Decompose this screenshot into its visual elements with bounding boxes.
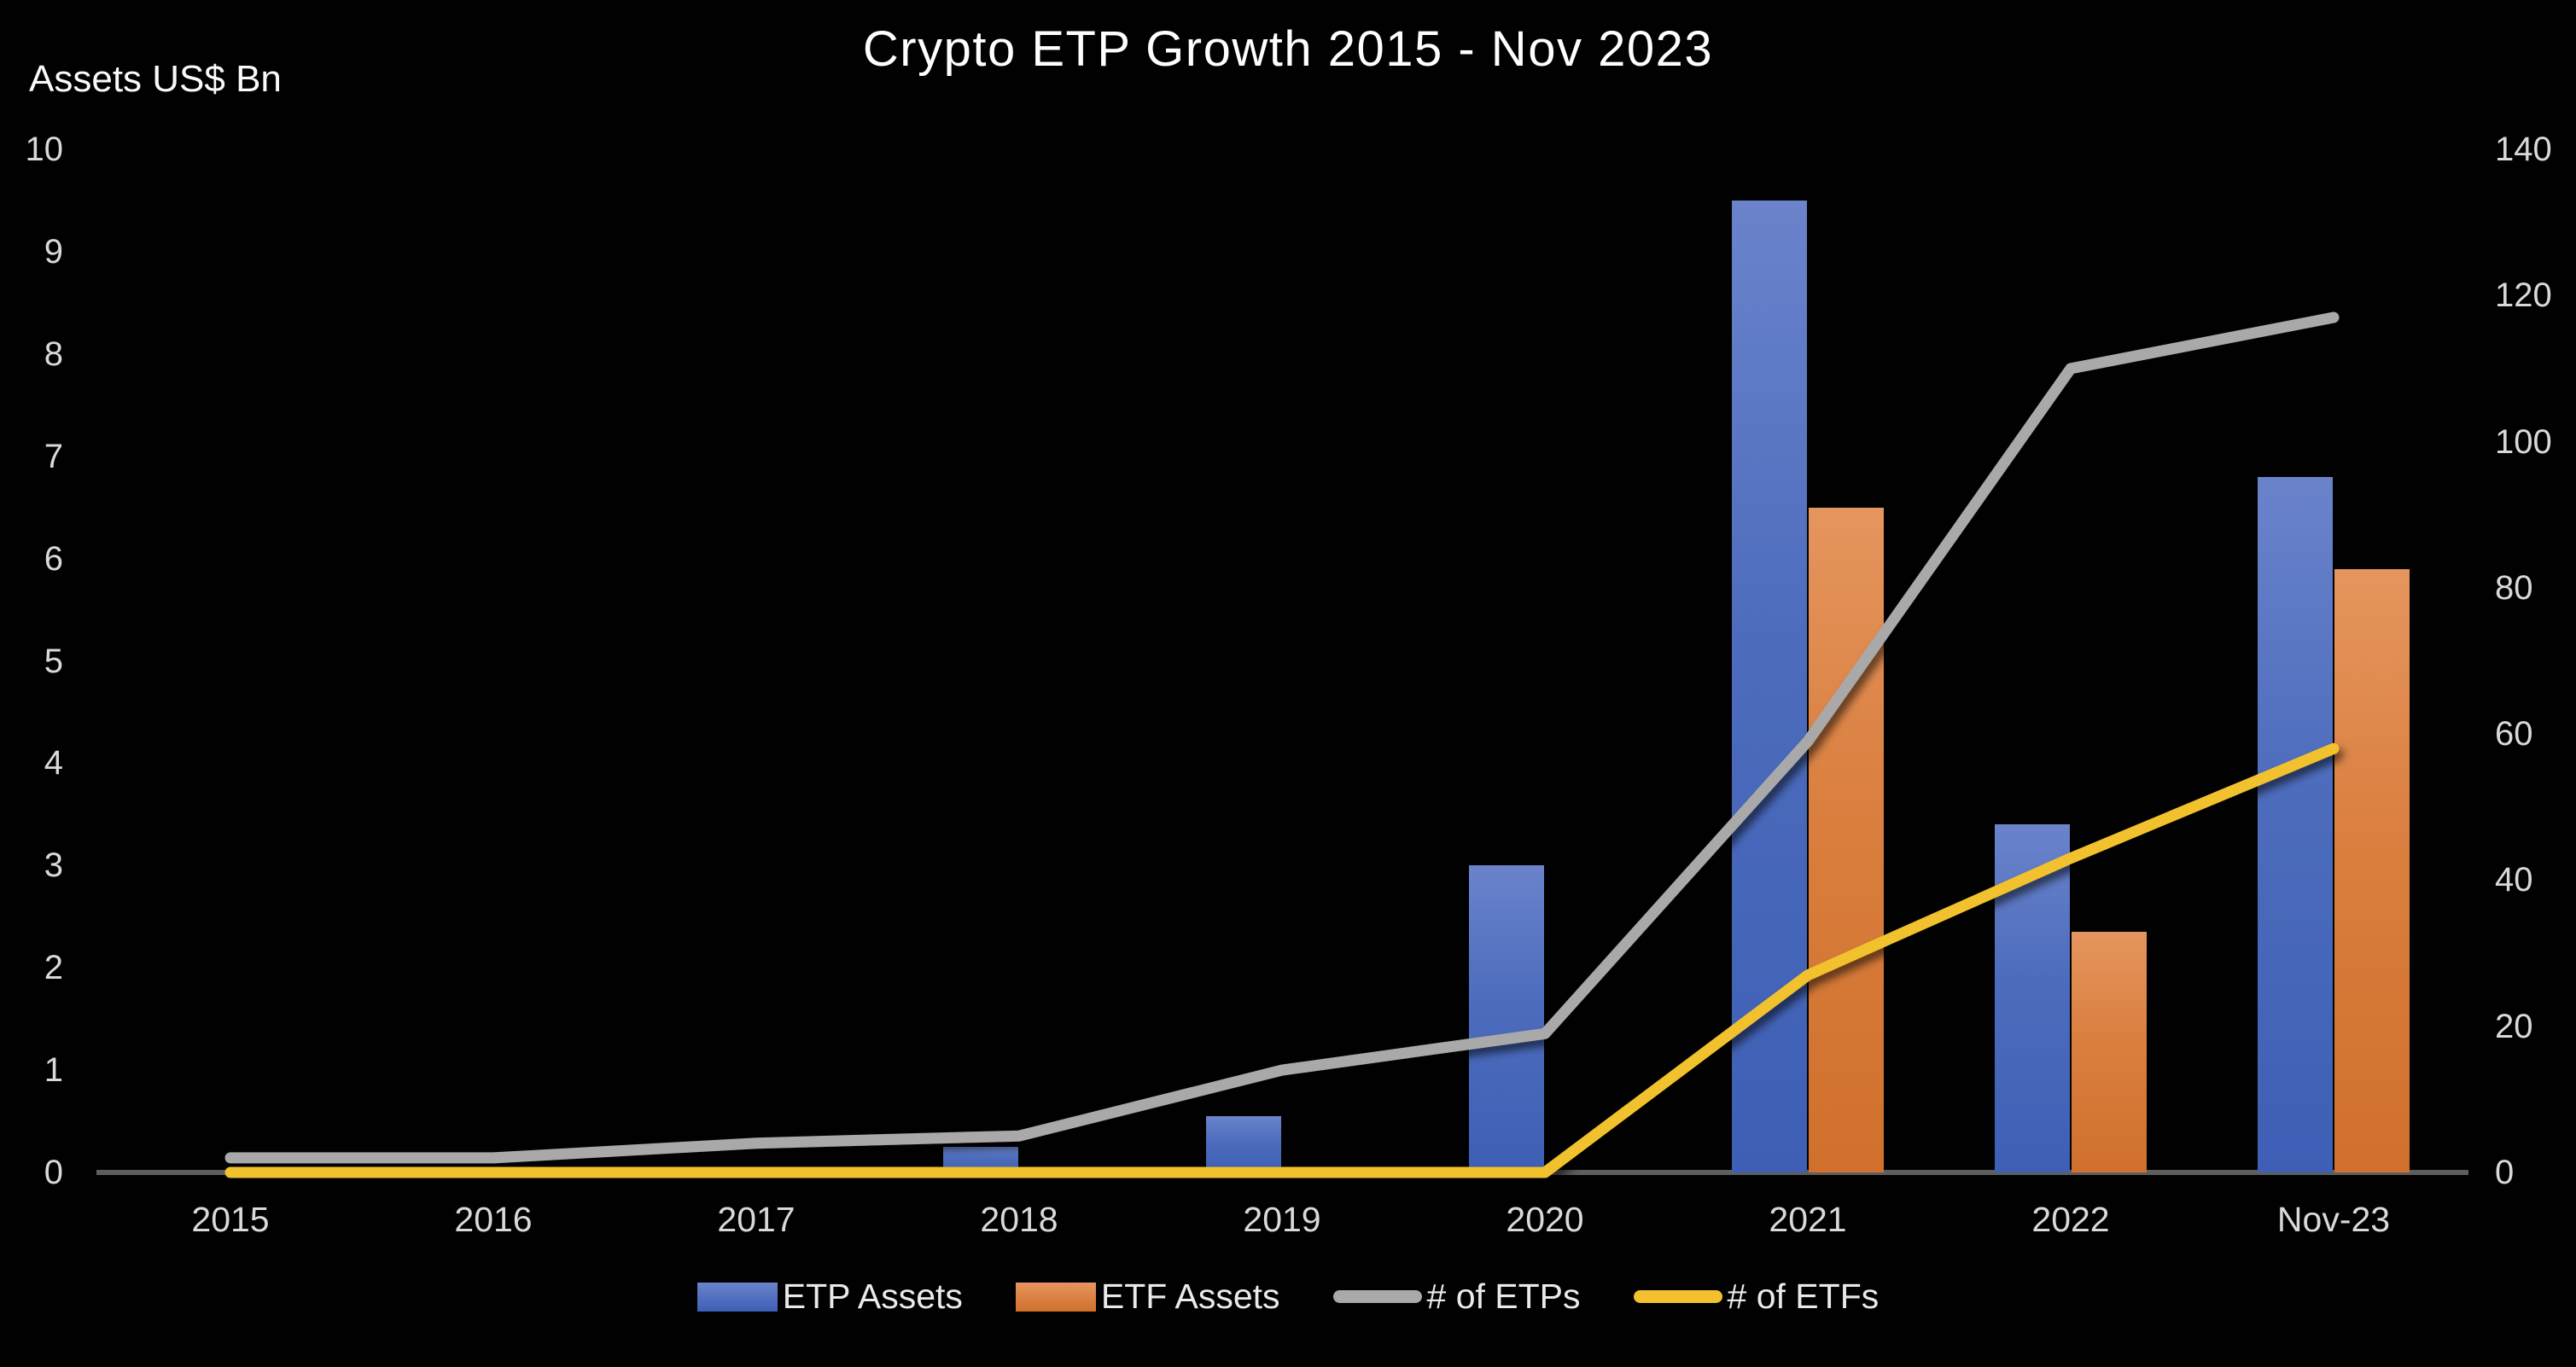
x-axis-label: Nov-23: [2276, 1200, 2391, 1239]
left-axis-tick: 10: [25, 131, 64, 168]
legend-bar-swatch-icon: [1015, 1282, 1096, 1312]
etf-assets-bar-Nov-23: [2334, 568, 2410, 1172]
legend-line-swatch-icon: [1633, 1290, 1722, 1303]
etf-assets-bar-2021: [1809, 507, 1884, 1172]
legend-label: ETF Assets: [1100, 1277, 1280, 1316]
legend-label: # of ETPs: [1426, 1277, 1581, 1316]
left-axis-tick: 2: [44, 949, 63, 987]
left-axis-tick: 7: [44, 437, 63, 475]
x-axis-label: 2022: [2031, 1200, 2110, 1239]
x-axis-label: 2015: [191, 1200, 270, 1239]
-of-etps-line: [224, 311, 2340, 1164]
right-axis-tick: 80: [2495, 568, 2533, 607]
left-axis-tick: 0: [44, 1154, 63, 1191]
right-axis-tick: 140: [2495, 131, 2552, 168]
x-axis-label: 2021: [1769, 1200, 1847, 1239]
right-axis-tick: 120: [2495, 276, 2552, 315]
x-axis-label: 2017: [717, 1200, 796, 1239]
right-axis-tick: 100: [2495, 422, 2552, 461]
left-axis-tick: 5: [44, 642, 63, 680]
left-axis-title: Assets US$ Bn: [29, 58, 282, 100]
right-axis-tick: 40: [2495, 861, 2533, 899]
left-axis-tick: 6: [44, 539, 63, 578]
right-axis-tick: 60: [2495, 715, 2533, 753]
legend-line-swatch-icon: [1332, 1290, 1422, 1303]
left-axis-tick: 1: [44, 1051, 63, 1090]
legend-item-etf-assets: ETF Assets: [1015, 1277, 1280, 1317]
legend-label: # of ETFs: [1727, 1277, 1880, 1316]
x-axis-label: 2019: [1243, 1200, 1321, 1239]
legend-item--of-etps: # of ETPs: [1332, 1277, 1581, 1317]
chart-title: Crypto ETP Growth 2015 - Nov 2023: [862, 21, 1714, 77]
right-axis-tick: 0: [2495, 1154, 2515, 1191]
right-axis-tick: 20: [2495, 1007, 2533, 1045]
etp-assets-bar-2019: [1206, 1116, 1281, 1172]
-of-etfs-line: [224, 742, 2340, 1178]
x-axis-label: 2018: [980, 1200, 1058, 1239]
legend-bar-swatch-icon: [696, 1282, 778, 1312]
legend-item--of-etfs: # of ETFs: [1633, 1277, 1880, 1317]
etp-assets-bar-2020: [1469, 865, 1544, 1172]
left-axis-tick: 3: [44, 846, 63, 885]
x-axis-label: 2016: [454, 1200, 533, 1239]
left-axis-tick: 4: [44, 744, 63, 782]
x-axis-label: 2020: [1506, 1200, 1584, 1239]
left-axis-tick: 9: [44, 232, 63, 270]
etp-assets-bar-Nov-23: [2258, 476, 2333, 1172]
legend-item-etp-assets: ETP Assets: [696, 1277, 963, 1317]
etf-assets-bar-2022: [2072, 932, 2147, 1172]
chart-legend: ETP Assets ETF Assets # of ETPs # of ETFs: [0, 1277, 2576, 1317]
left-axis-tick: 8: [44, 334, 63, 373]
legend-label: ETP Assets: [782, 1277, 963, 1316]
